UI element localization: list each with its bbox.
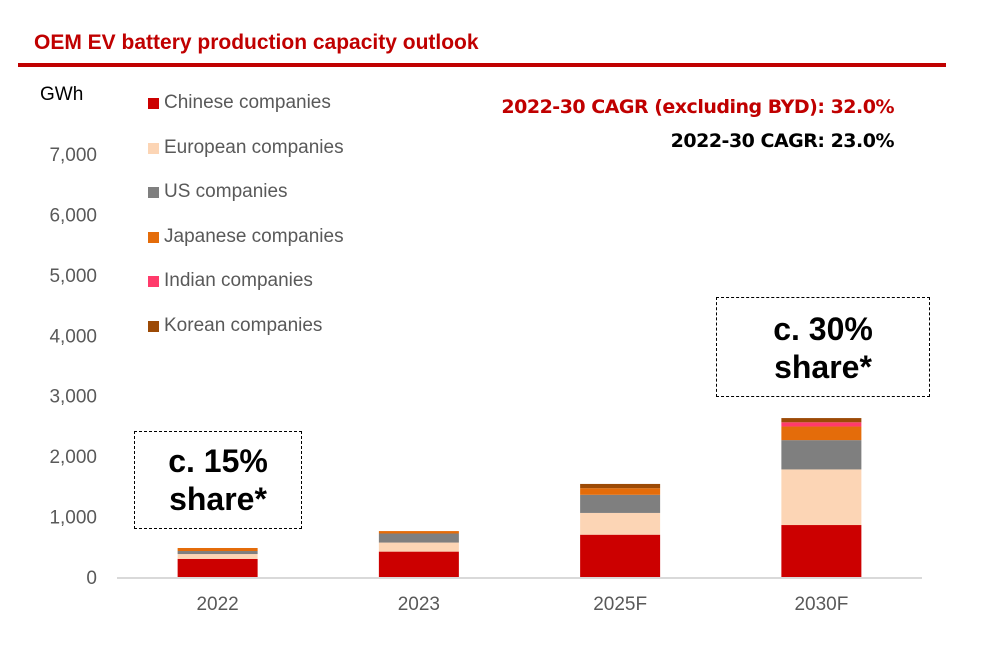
x-tick-label: 2025F [593, 594, 647, 615]
y-tick-label: 3,000 [49, 387, 97, 408]
legend-item: Japanese companies [148, 226, 344, 271]
legend-item: Korean companies [148, 315, 344, 360]
bar-segment [781, 418, 862, 423]
cagr-excluding-byd: 2022-30 CAGR (excluding BYD): 32.0% [501, 96, 894, 118]
legend-label: Korean companies [164, 314, 323, 336]
share-box-line: share* [169, 481, 267, 517]
chart-title: OEM EV battery production capacity outlo… [34, 31, 479, 54]
y-tick-label: 1,000 [49, 508, 97, 529]
bar-segment [177, 554, 258, 559]
bar-segment [580, 534, 661, 577]
bar-segment [781, 440, 862, 470]
y-tick-label: 4,000 [49, 326, 97, 347]
bar-segment [177, 547, 258, 552]
bar-segment [580, 512, 661, 535]
bar-segment [378, 533, 459, 543]
x-tick-label: 2030F [794, 594, 848, 615]
legend-swatch [148, 187, 159, 198]
bar-segment [580, 494, 661, 513]
legend-swatch [148, 276, 159, 287]
y-axis-unit: GWh [40, 84, 84, 105]
bar-segment [378, 551, 459, 577]
share-box-line: c. 15% [168, 443, 268, 479]
bar-segment [580, 488, 661, 495]
x-tick-label: 2022 [196, 594, 238, 615]
bar-segment [580, 483, 661, 489]
legend-label: European companies [164, 136, 344, 158]
title-rule [18, 63, 946, 67]
y-tick-label: 5,000 [49, 266, 97, 287]
bar-segment [781, 426, 862, 441]
share-box-2022: c. 15% share* [134, 431, 302, 529]
legend-swatch [148, 98, 159, 109]
legend-label: Indian companies [164, 270, 313, 291]
share-box-line: c. 30% [773, 311, 873, 347]
y-tick-label: 7,000 [49, 145, 97, 166]
legend-item: Chinese companies [148, 92, 344, 137]
legend-item: US companies [148, 181, 344, 226]
legend-label: Chinese companies [164, 92, 331, 113]
x-tick-label: 2023 [398, 594, 440, 615]
cagr-total: 2022-30 CAGR: 23.0% [670, 130, 895, 152]
share-box-2030: c. 30% share* [716, 297, 930, 397]
legend-swatch [148, 320, 159, 332]
bar-segment [781, 422, 862, 427]
legend-item: European companies [148, 137, 344, 182]
bar-segment [177, 551, 258, 555]
legend-swatch [148, 142, 159, 154]
legend: Chinese companies European companies US co… [148, 92, 344, 359]
legend-label: US companies [164, 181, 288, 202]
legend-swatch [148, 231, 159, 243]
y-tick-label: 2,000 [49, 447, 97, 468]
legend-item: Indian companies [148, 270, 344, 315]
bar-segment [378, 542, 459, 552]
y-tick-label: 0 [86, 568, 97, 589]
share-box-line: share* [774, 349, 872, 385]
y-tick-label: 6,000 [49, 205, 97, 226]
bar-segment [781, 525, 862, 577]
bar-segment [781, 469, 862, 526]
legend-label: Japanese companies [164, 225, 344, 247]
bar-segment [378, 531, 459, 534]
bar-segment [177, 558, 258, 577]
